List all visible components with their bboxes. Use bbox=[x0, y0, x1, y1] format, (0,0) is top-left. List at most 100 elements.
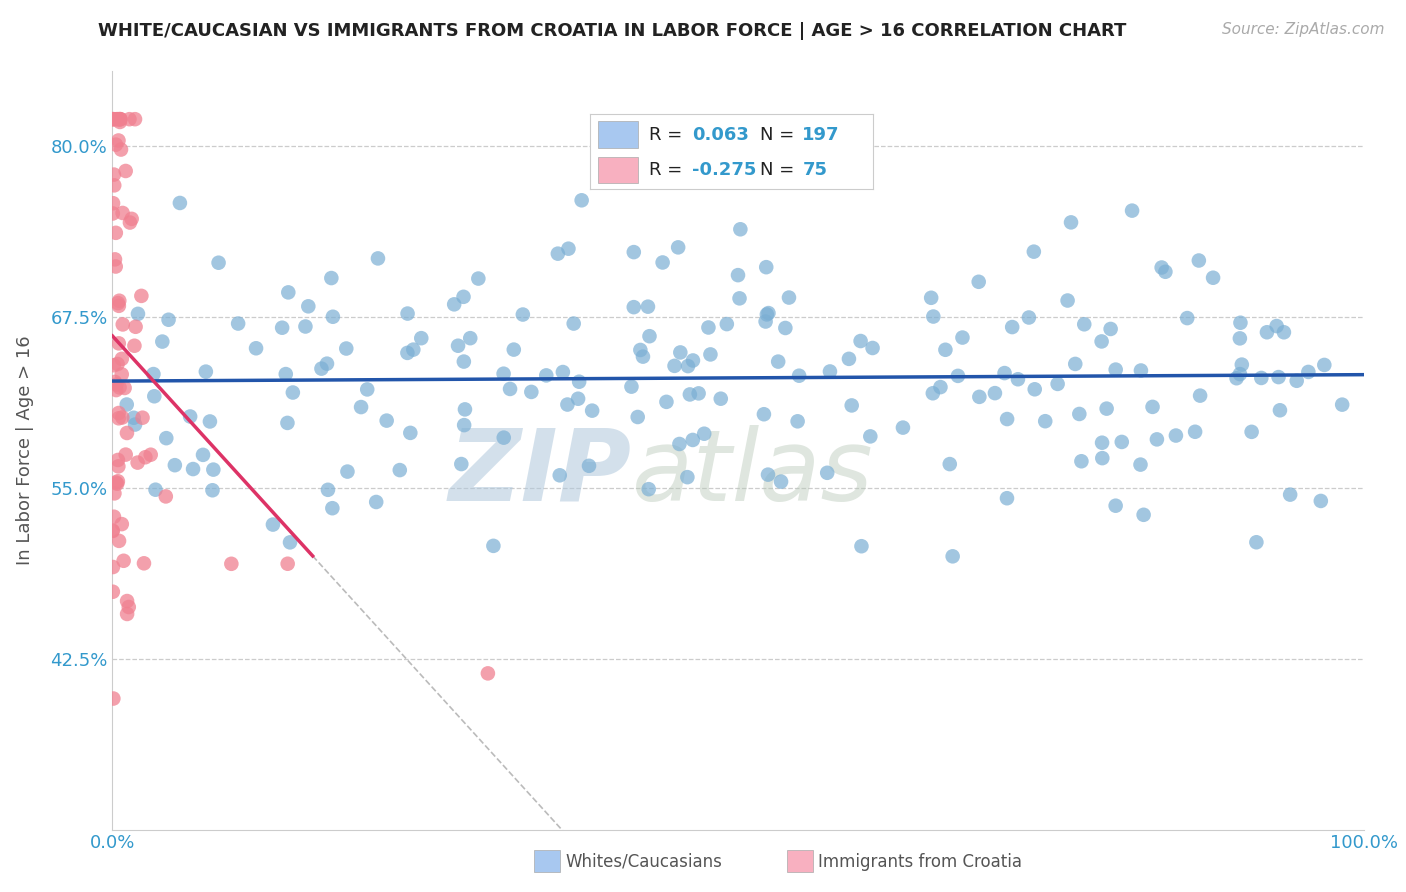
Point bbox=[103, 168, 125, 182]
Point bbox=[581, 403, 603, 417]
Point bbox=[1132, 508, 1154, 522]
Point bbox=[321, 501, 343, 516]
Point bbox=[710, 392, 733, 406]
Bar bbox=[599, 121, 638, 148]
Point bbox=[281, 385, 304, 400]
Point bbox=[181, 462, 204, 476]
Point bbox=[245, 341, 267, 355]
Point bbox=[697, 320, 720, 334]
Point bbox=[114, 381, 136, 395]
Point bbox=[104, 137, 127, 152]
Point bbox=[297, 299, 319, 313]
Point bbox=[1129, 363, 1152, 377]
Point bbox=[1104, 499, 1126, 513]
Point bbox=[1265, 319, 1288, 334]
Point bbox=[995, 412, 1018, 426]
Point bbox=[366, 495, 388, 509]
Point bbox=[482, 539, 505, 553]
Point bbox=[118, 600, 141, 615]
Point bbox=[557, 242, 579, 256]
Text: R =: R = bbox=[650, 161, 682, 179]
Point bbox=[693, 426, 716, 441]
Point bbox=[207, 256, 229, 270]
Point bbox=[752, 407, 775, 421]
Point bbox=[108, 115, 131, 129]
Point bbox=[1279, 488, 1302, 502]
Point bbox=[1033, 414, 1056, 428]
Point bbox=[578, 458, 600, 473]
Point bbox=[107, 459, 129, 474]
Point bbox=[1142, 400, 1164, 414]
Point bbox=[1060, 215, 1083, 229]
Point bbox=[277, 285, 299, 300]
Point bbox=[104, 226, 127, 240]
Point bbox=[105, 476, 128, 491]
Point bbox=[755, 260, 778, 275]
Point bbox=[155, 431, 177, 445]
Point bbox=[101, 584, 124, 599]
Point bbox=[453, 354, 475, 368]
Point bbox=[1189, 389, 1212, 403]
Point bbox=[108, 380, 131, 394]
Point bbox=[388, 463, 411, 477]
Point bbox=[111, 351, 134, 366]
Point bbox=[851, 539, 873, 553]
Point bbox=[728, 291, 751, 305]
Point bbox=[274, 367, 297, 381]
Point bbox=[107, 453, 129, 467]
Point bbox=[118, 215, 141, 229]
Point bbox=[492, 431, 515, 445]
Text: ZIP: ZIP bbox=[449, 425, 631, 522]
Point bbox=[682, 433, 704, 447]
Point bbox=[520, 384, 543, 399]
Point bbox=[375, 414, 398, 428]
Point bbox=[1240, 425, 1263, 439]
Point bbox=[157, 312, 180, 326]
Point bbox=[202, 462, 225, 476]
Point bbox=[396, 307, 419, 321]
Point bbox=[108, 293, 131, 308]
Point bbox=[1073, 318, 1095, 332]
Point bbox=[122, 410, 145, 425]
Point bbox=[105, 383, 128, 397]
Point bbox=[111, 318, 134, 332]
Point bbox=[1202, 270, 1225, 285]
Point bbox=[1129, 458, 1152, 472]
Point bbox=[815, 466, 838, 480]
Point bbox=[1022, 244, 1045, 259]
Point bbox=[568, 375, 591, 389]
Point bbox=[108, 112, 131, 127]
Point bbox=[107, 336, 129, 351]
Point bbox=[1099, 322, 1122, 336]
Point bbox=[1309, 494, 1331, 508]
Point bbox=[548, 468, 571, 483]
Point bbox=[111, 410, 134, 425]
Point bbox=[1024, 382, 1046, 396]
Point bbox=[716, 317, 738, 331]
Point bbox=[969, 390, 991, 404]
Point bbox=[134, 450, 156, 465]
Point bbox=[547, 246, 569, 260]
Point bbox=[651, 255, 673, 269]
Point bbox=[859, 429, 882, 443]
Point bbox=[1056, 293, 1078, 308]
Point bbox=[277, 557, 299, 571]
Point bbox=[1150, 260, 1173, 275]
Point bbox=[627, 409, 650, 424]
Point bbox=[1250, 371, 1272, 385]
Point bbox=[637, 482, 659, 496]
Point bbox=[995, 491, 1018, 506]
Point bbox=[939, 457, 962, 471]
Point bbox=[862, 341, 884, 355]
Text: Whites/Caucasians: Whites/Caucasians bbox=[565, 853, 723, 871]
Point bbox=[104, 252, 127, 267]
Point bbox=[453, 290, 475, 304]
Point bbox=[1095, 401, 1118, 416]
Point bbox=[221, 557, 243, 571]
Point bbox=[356, 383, 378, 397]
Text: Source: ZipAtlas.com: Source: ZipAtlas.com bbox=[1222, 22, 1385, 37]
Point bbox=[770, 475, 793, 489]
Point bbox=[688, 386, 710, 401]
Point bbox=[679, 387, 702, 401]
Point bbox=[201, 483, 224, 498]
